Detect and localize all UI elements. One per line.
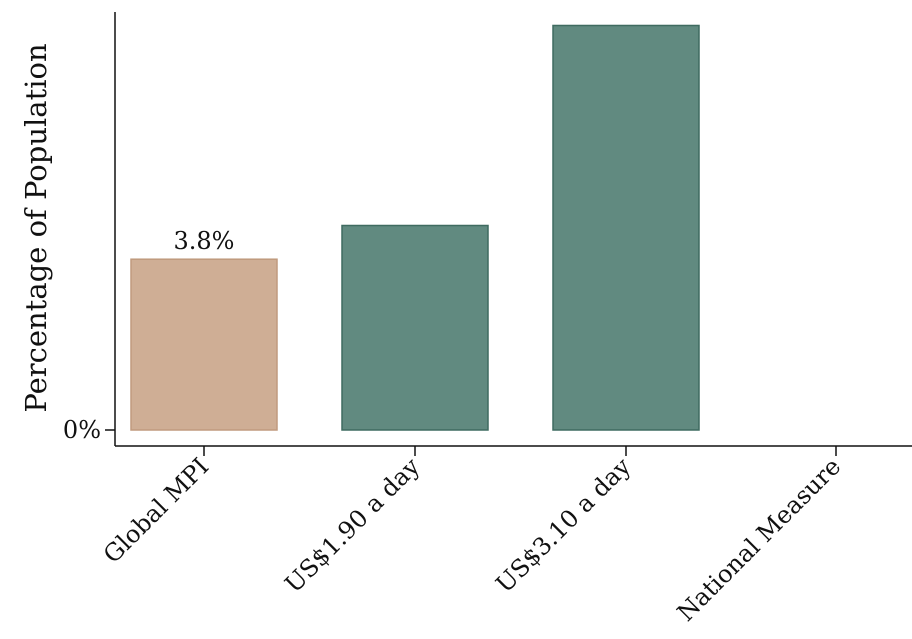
x-tick-label: Global MPI (98, 452, 214, 568)
x-tick-label: US$1.90 a day (279, 452, 425, 598)
y-axis-label: Percentage of Population (19, 43, 53, 412)
bar (341, 224, 489, 431)
x-tick-label: National Measure (672, 452, 846, 626)
bars-layer (130, 24, 700, 431)
bar (130, 258, 278, 431)
data-label: 3.8% (174, 227, 235, 255)
bar (552, 24, 700, 431)
y-tick-label: 0% (63, 416, 101, 444)
x-tick-label: US$3.10 a day (490, 452, 636, 598)
